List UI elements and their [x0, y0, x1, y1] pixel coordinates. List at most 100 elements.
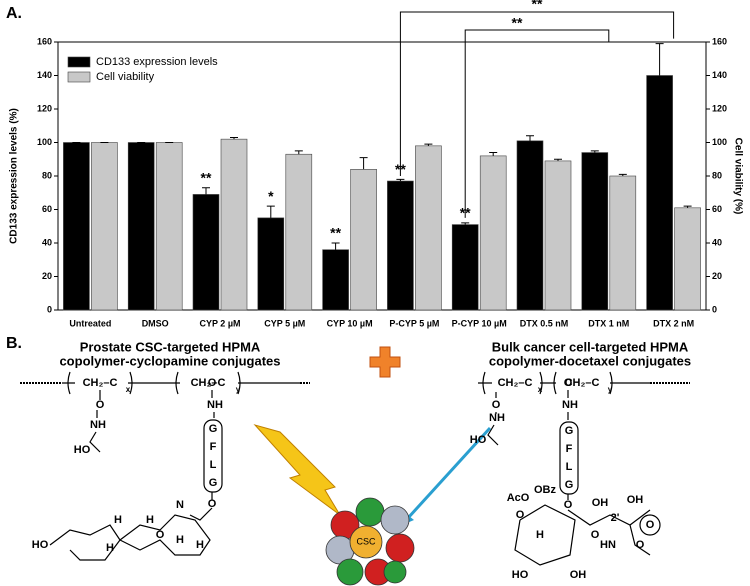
atom-label: O: [516, 509, 525, 521]
atom-label: O: [492, 399, 501, 411]
bar: [350, 169, 377, 311]
atom-label: OH: [627, 494, 644, 506]
atom-label: H: [106, 542, 114, 554]
structure-title: Bulk cancer cell-targeted HPMA: [492, 339, 689, 354]
error-bar: [202, 187, 210, 195]
linker-residue: G: [209, 477, 218, 489]
panel-b-drawing: [20, 371, 690, 566]
bar: [581, 152, 609, 311]
atom-label: O: [564, 499, 573, 511]
x-tick-label: DTX 1 nM: [588, 318, 629, 328]
atom-label: HO: [470, 434, 487, 446]
atom-label: N: [176, 499, 184, 511]
x-tick-label: P-CYP 10 µM: [452, 318, 507, 328]
atom-label: NH: [90, 419, 106, 431]
bar: [155, 142, 183, 311]
legend-swatch: [67, 71, 91, 83]
bar: [415, 145, 442, 311]
bar: [220, 138, 248, 311]
bar: [646, 75, 673, 311]
y-tick-label: 120: [37, 103, 52, 113]
bar: [127, 142, 155, 311]
error-bar: [359, 157, 368, 170]
atom-label: O: [636, 539, 645, 551]
y2-tick-label: 0: [712, 304, 717, 314]
comparison-label: **: [532, 0, 543, 12]
bar: [322, 249, 349, 311]
atom-label: x: [126, 385, 131, 394]
atom-label: x: [538, 385, 543, 394]
atom-label: AcO: [507, 492, 530, 504]
plot-frame: [57, 41, 707, 311]
x-tick-label: DMSO: [142, 318, 169, 328]
linker-residue: F: [210, 441, 217, 453]
atom-label: H: [176, 534, 184, 546]
error-bar: [230, 136, 238, 140]
atom-label: H: [114, 514, 122, 526]
error-bar: [424, 143, 433, 146]
error-bar: [489, 152, 498, 156]
bracket: [464, 29, 674, 218]
x-tick-label: P-CYP 5 µM: [389, 318, 439, 328]
error-bar: [294, 150, 303, 155]
x-tick-label: CYP 10 µM: [327, 318, 373, 328]
linker-residue: G: [209, 423, 218, 435]
x-tick-label: CYP 5 µM: [264, 318, 305, 328]
y2-tick-label: 20: [712, 271, 722, 281]
atom-label: H: [536, 529, 544, 541]
y-tick-label: 80: [42, 170, 52, 180]
atom-label: O: [646, 519, 655, 531]
panel-label: A.: [6, 5, 22, 22]
atom-label: HO: [32, 539, 49, 551]
bar: [479, 155, 507, 311]
linker-residue: L: [566, 461, 573, 473]
atom-label: O: [96, 399, 105, 411]
y2-tick-label: 80: [712, 170, 722, 180]
atom-label: O: [591, 529, 600, 541]
atom-label: HO: [74, 444, 91, 456]
error-bar: [554, 158, 562, 161]
legend-label: CD133 expression levels: [96, 56, 218, 68]
structure-title: copolymer-cyclopamine conjugates: [59, 353, 280, 368]
error-bar: [683, 205, 692, 208]
y2-axis-title: Cell viability (%): [732, 138, 743, 215]
bar: [516, 140, 544, 311]
y2-tick-label: 100: [712, 137, 727, 147]
atom-label: y: [236, 385, 241, 394]
atom-label: CH₂–C: [83, 377, 118, 389]
structure-title: copolymer-docetaxel conjugates: [489, 353, 691, 368]
linker-residue: F: [566, 443, 573, 455]
x-tick-label: DTX 2 nM: [653, 318, 694, 328]
y2-tick-label: 60: [712, 204, 722, 214]
cell-cluster: [325, 497, 415, 586]
y-tick-label: 40: [42, 237, 52, 247]
atom-label: OBz: [534, 484, 557, 496]
y2-tick-label: 40: [712, 237, 722, 247]
atom-label: CH₂–C: [565, 377, 600, 389]
atom-label: O: [208, 498, 217, 510]
y-tick-label: 160: [37, 36, 52, 46]
y-tick-label: 140: [37, 70, 52, 80]
atom-label: H: [146, 514, 154, 526]
bar: [451, 224, 479, 311]
y2-tick-label: 160: [712, 36, 727, 46]
error-bar: [461, 222, 470, 225]
y2-tick-label: 140: [712, 70, 727, 80]
plus-sign: [369, 346, 401, 378]
atom-label: 2': [611, 512, 620, 524]
atom-label: CH₂–C: [498, 377, 533, 389]
bar: [387, 180, 414, 311]
bar: [63, 142, 90, 311]
structure-title: Prostate CSC-targeted HPMA: [80, 339, 261, 354]
atom-label: y: [608, 385, 613, 394]
bar: [91, 142, 118, 311]
cell-label: CSC: [356, 536, 376, 546]
atom-label: OH: [592, 497, 609, 509]
error-bar: [396, 178, 405, 182]
arrow: [406, 426, 492, 520]
atom-label: NH: [489, 412, 505, 424]
y-tick-label: 0: [47, 304, 52, 314]
x-tick-label: CYP 2 µM: [199, 318, 240, 328]
y-tick-label: 60: [42, 204, 52, 214]
